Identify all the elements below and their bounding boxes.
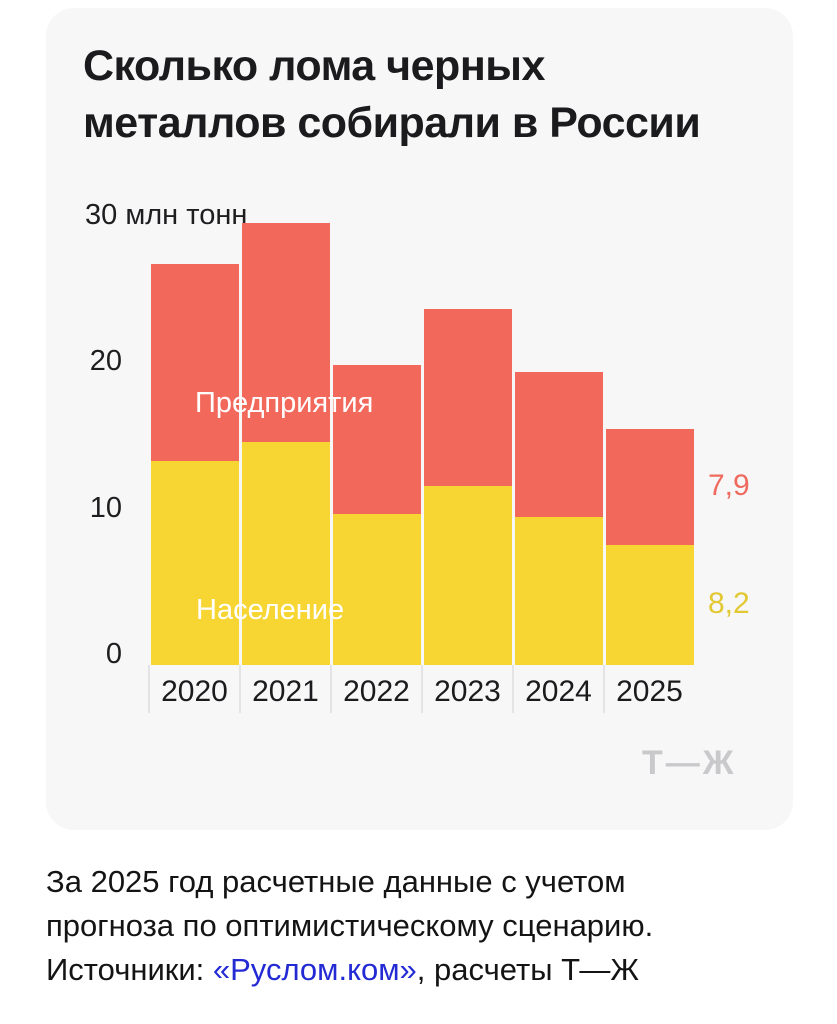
series-label-predpriyatiya: Предприятия — [195, 387, 374, 419]
x-axis-label-2023: 2023 — [434, 675, 501, 708]
chart-plot-area: 0 10 20 30 млн тонн 2020 2021 2022 2023 2024 2025… — [46, 8, 793, 830]
y-axis-tick-30: 30 млн тонн — [85, 198, 248, 231]
y-axis-tick-10: 10 — [89, 491, 122, 524]
chart-title-line1: Сколько лома черных — [83, 42, 545, 90]
bar-2023-naselenie — [423, 486, 512, 665]
footnote-line2: прогноза по оптимистическому сценарию. — [46, 908, 654, 943]
chart-title: Сколько лома черных металлов собирали в Р… — [83, 38, 773, 152]
bar-2021-naselenie — [241, 442, 330, 665]
bar-2021-predpriyatiya — [241, 222, 330, 443]
footnote-sources-line: Источники: «Руслом.ком», расчеты Т—Ж — [46, 948, 746, 992]
bar-2025-naselenie — [605, 544, 694, 665]
bar-2022-naselenie — [332, 514, 421, 665]
x-axis-separator — [421, 665, 423, 713]
x-axis-separator — [239, 665, 241, 713]
sources-rest: , расчеты Т—Ж — [416, 952, 639, 987]
bar-2020-predpriyatiya — [150, 263, 239, 462]
ruslom-link[interactable]: «Руслом.ком» — [212, 952, 417, 987]
x-axis-separator — [330, 665, 332, 713]
x-axis-label-2022: 2022 — [343, 675, 410, 708]
y-axis-tick-20: 20 — [89, 345, 122, 377]
bar-2022-predpriyatiya — [332, 364, 421, 515]
y-axis-tick-0: 0 — [105, 638, 122, 670]
value-label-naselenie: 8,2 — [708, 587, 750, 620]
bar-2020-naselenie — [150, 461, 239, 665]
series-label-naselenie: Население — [196, 594, 345, 626]
tj-logo: Т—Ж — [642, 744, 737, 782]
chart-title-line2: металлов собирали в России — [83, 99, 701, 147]
chart-card: Сколько лома черных металлов собирали в Р… — [46, 8, 793, 830]
footnote-line1: За 2025 год расчетные данные с учетом — [46, 864, 626, 899]
x-axis-separator — [512, 665, 514, 713]
bar-2024-naselenie — [514, 517, 603, 665]
footnote: За 2025 год расчетные данные с учетом пр… — [46, 860, 746, 992]
value-label-predpriyatiya: 7,9 — [708, 469, 750, 502]
x-axis-label-2020: 2020 — [161, 675, 228, 708]
bar-2025-predpriyatiya — [605, 429, 694, 545]
sources-label: Источники: — [46, 952, 213, 987]
x-axis-label-2025: 2025 — [616, 675, 683, 708]
bar-2024-predpriyatiya — [514, 372, 603, 518]
x-axis-separator — [603, 665, 605, 713]
x-axis-label-2024: 2024 — [525, 675, 592, 708]
x-axis-label-2021: 2021 — [252, 675, 319, 708]
bar-2023-predpriyatiya — [423, 309, 512, 487]
x-axis-separator — [148, 665, 150, 713]
